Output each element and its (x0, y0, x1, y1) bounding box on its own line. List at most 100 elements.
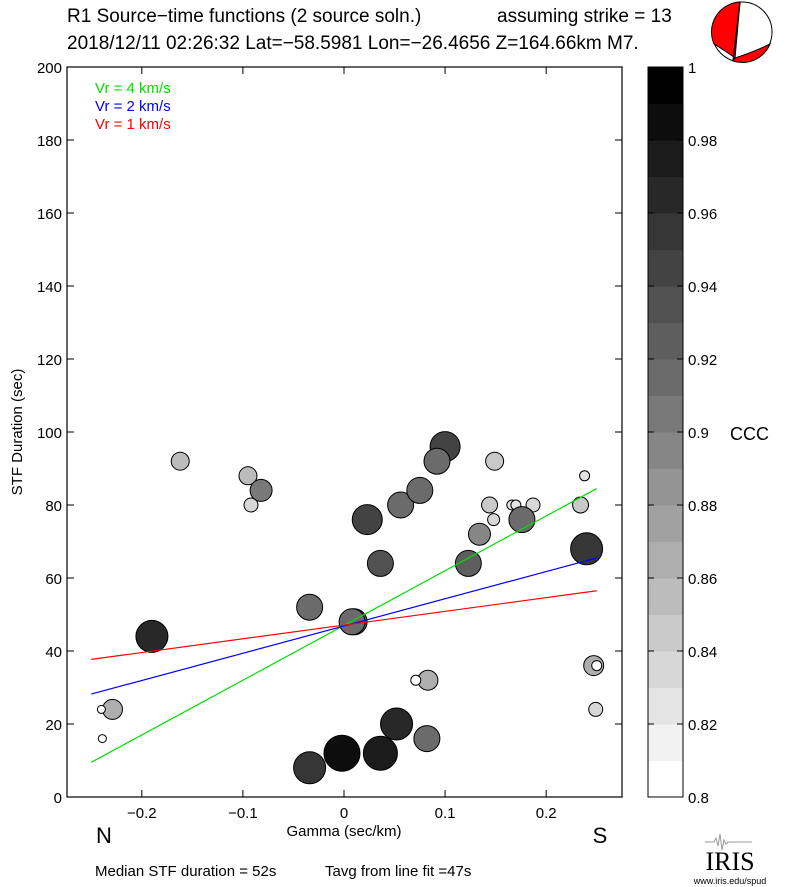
colorbar-tick-label: 0.96 (688, 206, 717, 223)
beachball-icon (710, 1, 773, 63)
data-point (454, 549, 482, 577)
data-point (170, 451, 190, 471)
data-point (135, 619, 169, 653)
x-tick-label: 0.1 (435, 805, 456, 822)
beachball-nodal-line (732, 1, 741, 62)
data-point (323, 734, 361, 772)
data-point (588, 701, 604, 717)
colorbar-bin (648, 359, 683, 396)
colorbar-tick-label: 0.94 (688, 279, 717, 296)
data-point (487, 513, 501, 527)
data-point (406, 476, 434, 504)
colorbar-bin (648, 505, 683, 542)
median-text: Median STF duration = 52s (95, 863, 276, 880)
seismogram-icon (705, 833, 752, 851)
colorbar-bin (648, 687, 683, 725)
lines-layer (90, 488, 598, 763)
data-point (296, 593, 324, 621)
plot-frame (66, 66, 623, 798)
colorbar-bin (648, 395, 683, 433)
colorbar: 0.8 0.82 0.84 0.86 0.88 0.9 0.92 0.94 0.96 0.98 1 (647, 60, 717, 807)
fit-line (91, 557, 597, 695)
y-tick-label: 100 (37, 425, 62, 442)
colorbar-tick-label: 0.92 (688, 352, 717, 369)
colorbar-tick-label: 1 (688, 60, 696, 77)
legend-entry: Vr = 2 km/s (95, 98, 171, 115)
chart-title: R1 Source−time functions (2 source soln.… (67, 6, 422, 27)
iris-logo-text: IRIS (705, 847, 754, 876)
data-point (591, 660, 603, 672)
data-point (96, 704, 106, 714)
colorbar-bin (648, 578, 683, 615)
colorbar-bin (648, 213, 683, 250)
data-point (243, 497, 259, 513)
iris-logo: IRIS www.iris.edu/spud (693, 833, 767, 886)
y-tick-label: 120 (37, 352, 62, 369)
colorbar-bin (648, 724, 683, 761)
y-tick-label: 40 (45, 644, 62, 661)
points-layer (96, 431, 605, 785)
data-point (485, 451, 505, 471)
y-tick-label: 180 (37, 133, 62, 150)
colorbar-tick-label: 0.84 (688, 644, 717, 661)
data-point (293, 751, 327, 785)
colorbar-bin (648, 432, 683, 469)
colorbar-tick-label: 0.86 (688, 571, 717, 588)
data-point (362, 735, 398, 771)
direction-south: S (593, 823, 608, 848)
colorbar-bin (648, 286, 683, 323)
x-tick-label: −0.2 (127, 805, 157, 822)
strike-label: assuming strike = 13 (497, 6, 672, 27)
beachball-red-left (710, 1, 741, 59)
y-tick-label: 20 (45, 717, 62, 734)
data-point (97, 734, 107, 744)
colorbar-bin (648, 760, 683, 798)
fit-line (91, 590, 597, 660)
y-axis-label: STF Duration (sec) (9, 369, 26, 496)
beachball-red-bottom (732, 42, 771, 63)
data-point (423, 447, 451, 475)
colorbar-bin (648, 322, 683, 360)
y-tick-label: 140 (37, 279, 62, 296)
x-tick-label: 0 (340, 805, 348, 822)
y-axis: 0 20 40 60 80 100 120 140 160 180 200 (37, 60, 622, 807)
colorbar-bin (648, 176, 683, 214)
data-point (413, 725, 441, 753)
data-point (570, 532, 604, 566)
data-point (351, 504, 383, 536)
tavg-text: Tavg from line fit =47s (325, 863, 471, 880)
x-axis: −0.2 −0.1 0 0.1 0.2 (127, 67, 557, 822)
iris-url: www.iris.edu/spud (693, 876, 767, 886)
colorbar-label: CCC (730, 424, 769, 444)
y-tick-label: 200 (37, 60, 62, 77)
data-point (387, 491, 415, 519)
data-point (410, 674, 422, 686)
colorbar-tick-label: 0.82 (688, 717, 717, 734)
direction-north: N (96, 823, 112, 848)
colorbar-bin (648, 614, 683, 652)
data-point (380, 707, 414, 741)
data-point (249, 478, 273, 502)
colorbar-tick-label: 0.88 (688, 498, 717, 515)
y-tick-label: 80 (45, 498, 62, 515)
colorbar-tick-label: 0.98 (688, 133, 717, 150)
y-tick-label: 160 (37, 206, 62, 223)
data-point (467, 522, 491, 546)
colorbar-tick-label: 0.8 (688, 790, 709, 807)
colorbar-bin (648, 140, 683, 177)
data-point (366, 549, 394, 577)
legend-entry: Vr = 4 km/s (95, 80, 171, 97)
x-axis-label: Gamma (sec/km) (286, 823, 401, 840)
y-tick-label: 60 (45, 571, 62, 588)
legend-entry: Vr = 1 km/s (95, 116, 171, 133)
colorbar-bin (648, 541, 683, 579)
colorbar-bin (648, 468, 683, 506)
event-info: 2018/12/11 02:26:32 Lat=−58.5981 Lon=−26… (67, 33, 639, 54)
y-tick-label: 0 (54, 790, 62, 807)
data-point (579, 470, 591, 482)
x-tick-label: 0.2 (536, 805, 557, 822)
colorbar-bin (648, 249, 683, 287)
colorbar-tick-label: 0.9 (688, 425, 709, 442)
data-point (238, 466, 258, 486)
